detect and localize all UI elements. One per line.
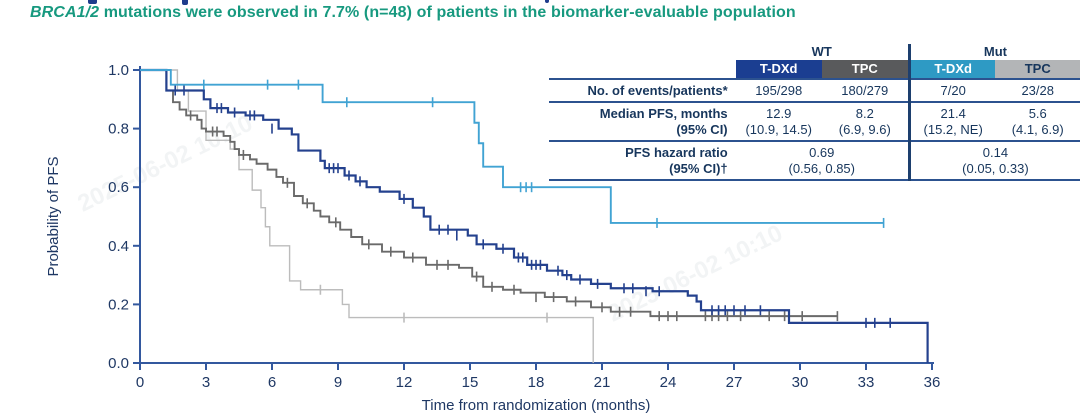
table-group-header-row: WT Mut [549,44,1080,61]
hr-wt: 0.69 (0.56, 0.85) [735,140,910,182]
gene-name: BRCA1/2 [30,4,100,21]
y-tick-label: 0.2 [108,296,129,313]
group-header-wt: WT [811,44,832,59]
events-wt-tpc: 180/279 [821,78,910,103]
x-tick-label: 21 [594,374,611,391]
median-mut-tpc: 5.6 (4.1, 6.9) [995,101,1080,142]
subtitle-text: mutations were observed in 7.7% (n=48) o… [99,4,796,21]
x-tick-label: 3 [202,374,210,391]
y-tick-label: 0.4 [108,238,129,255]
table-column-header-row: T-DXd TPC T-DXd TPC [549,60,1080,80]
clipped-title-fragment [88,0,97,4]
y-tick-label: 1.0 [108,62,129,79]
col-header-mut-tpc: TPC [995,60,1080,80]
col-header-wt-tdxd: T-DXd [735,60,822,80]
clipped-title-fragment [182,0,188,5]
survival-curve [140,69,884,224]
median-wt-tdxd: 12.9 (10.9, 14.5) [735,101,822,142]
x-tick-label: 36 [924,374,941,391]
events-row: No. of events/patients* 195/298 180/279 … [549,78,1080,103]
x-tick-label: 15 [462,374,479,391]
survival-curve [140,69,838,318]
x-tick-label: 6 [268,374,276,391]
y-tick-label: 0.6 [108,179,129,196]
y-axis-label: Probability of PFS [45,156,62,276]
median-wt-tpc: 8.2 (6.9, 9.6) [821,101,910,142]
col-header-wt-tpc: TPC [821,60,910,80]
survival-curve [140,69,594,363]
events-mut-tdxd: 7/20 [907,78,996,103]
events-mut-tpc: 23/28 [995,78,1080,103]
hr-mut: 0.14 (0.05, 0.33) [907,140,1080,182]
x-tick-label: 33 [858,374,875,391]
km-series-wt-tpc [140,69,839,322]
group-header-mut: Mut [907,44,1080,61]
median-mut-tdxd: 21.4 (15.2, NE) [907,101,996,142]
hazard-ratio-row: PFS hazard ratio (95% CI)† 0.69 (0.56, 0… [549,140,1080,182]
km-series-wt-t-dxd [140,68,929,363]
x-tick-label: 27 [726,374,743,391]
x-tick-label: 9 [334,374,342,391]
x-tick-label: 24 [660,374,677,391]
y-tick-label: 0.8 [108,121,129,138]
x-tick-label: 0 [136,374,144,391]
axes: 0 3 6 9 12 15 18 21 24 27 30 33 360.00.20.40.60.81.0… [45,62,940,414]
median-pfs-row: Median PFS, months (95% CI) 12.9 (10.9, … [549,101,1080,142]
x-tick-label: 30 [792,374,809,391]
x-tick-label: 12 [396,374,413,391]
hr-row-label: PFS hazard ratio (95% CI)† [549,140,736,182]
y-tick-label: 0.0 [108,355,129,372]
col-header-mut-tdxd: T-DXd [907,60,996,80]
median-row-label: Median PFS, months (95% CI) [549,101,736,142]
figure-subtitle: BRCA1/2 mutations were observed in 7.7% … [30,4,796,22]
km-series-mut-t-dxd [140,69,885,228]
results-table: WT Mut T-DXd TPC T-DXd TPC No. of events… [549,44,1080,182]
clipped-title-fragment [545,0,549,3]
km-series-mut-tpc [140,69,594,363]
x-tick-label: 18 [528,374,545,391]
events-row-label: No. of events/patients* [549,78,736,103]
x-axis-label: Time from randomization (months) [422,397,651,414]
events-wt-tdxd: 195/298 [735,78,822,103]
